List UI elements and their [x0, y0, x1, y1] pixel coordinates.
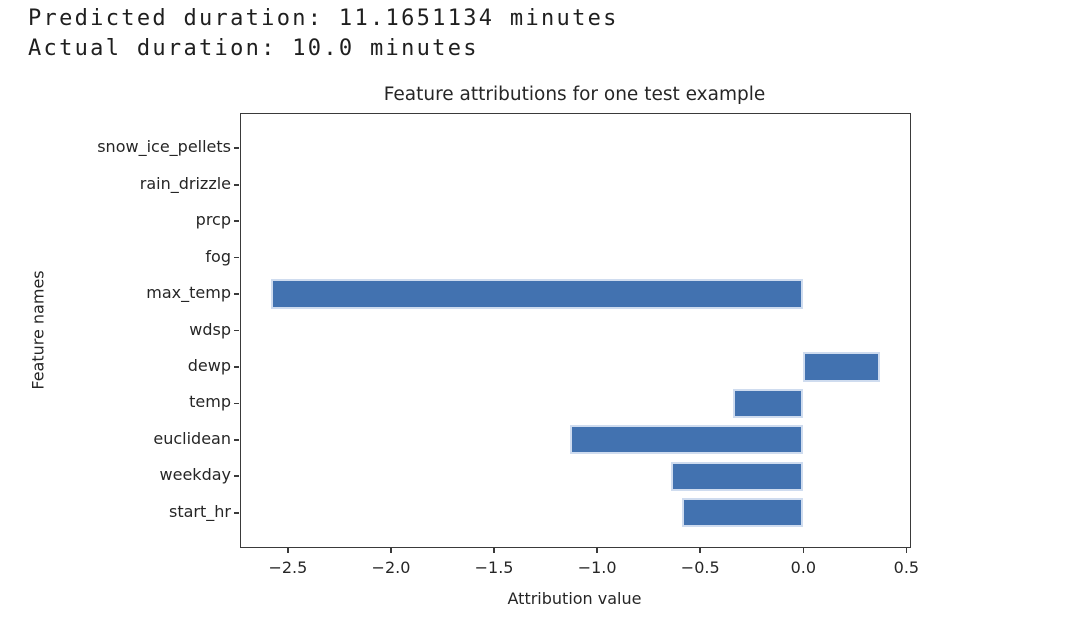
x-tick-label-−1.0: −1.0: [577, 558, 617, 577]
bar-weekday: [671, 461, 804, 491]
y-tick-mark: [234, 475, 240, 478]
y-tick-label-rain_drizzle: rain_drizzle: [139, 173, 231, 193]
y-tick-label-euclidean: euclidean: [153, 428, 231, 448]
bar-dewp: [803, 352, 880, 382]
stdout-line-predicted: Predicted duration: 11.1651134 minutes: [28, 6, 619, 31]
stdout-text: Predicted duration: 11.1651134 minutes Ac…: [28, 4, 619, 64]
y-tick-mark: [234, 439, 240, 441]
y-tick-mark: [234, 402, 240, 405]
y-tick-label-prcp: prcp: [195, 210, 231, 230]
y-tick-mark: [234, 183, 240, 186]
y-tick-mark: [234, 256, 240, 259]
y-axis-title: Feature names: [28, 270, 48, 390]
x-tick-label-0.0: 0.0: [790, 558, 817, 577]
y-tick-mark: [234, 511, 240, 514]
y-tick-label-start_hr: start_hr: [169, 501, 231, 521]
y-tick-mark: [234, 293, 240, 295]
x-tick-mark: [699, 547, 702, 553]
y-tick-mark: [234, 366, 240, 368]
x-tick-mark: [802, 547, 805, 553]
x-tick-mark: [905, 547, 908, 553]
x-tick-label-−1.5: −1.5: [474, 558, 514, 577]
y-tick-label-dewp: dewp: [187, 356, 231, 376]
stdout-line-actual: Actual duration: 10.0 minutes: [28, 36, 479, 61]
y-tick-label-weekday: weekday: [159, 465, 231, 485]
x-tick-mark: [390, 547, 392, 553]
y-tick-label-temp: temp: [189, 392, 231, 412]
bar-start_hr: [681, 498, 804, 528]
y-tick-label-max_temp: max_temp: [146, 283, 231, 303]
x-tick-mark: [596, 547, 598, 553]
y-tick-mark: [234, 329, 240, 332]
x-tick-mark: [493, 547, 495, 553]
y-tick-mark: [234, 220, 240, 222]
x-tick-label-−0.5: −0.5: [680, 558, 720, 577]
x-axis-title: Attribution value: [507, 589, 642, 608]
bar-max_temp: [271, 279, 804, 309]
y-tick-label-fog: fog: [205, 246, 231, 266]
y-tick-label-snow_ice_pellets: snow_ice_pellets: [97, 137, 231, 157]
y-tick-label-wdsp: wdsp: [189, 319, 231, 339]
x-tick-label-−2.0: −2.0: [371, 558, 411, 577]
plot-area: −2.5 −2.0 −1.5 −1.0 −0.5 0.0 0.5: [234, 113, 919, 577]
x-tick-label-−2.5: −2.5: [268, 558, 308, 577]
y-tick-mark: [234, 147, 240, 150]
x-tick-mark: [287, 547, 289, 553]
bar-temp: [733, 388, 804, 418]
x-tick-label-0.5: 0.5: [893, 558, 920, 577]
chart-title: Feature attributions for one test exampl…: [383, 84, 766, 105]
bar-euclidean: [570, 425, 804, 455]
